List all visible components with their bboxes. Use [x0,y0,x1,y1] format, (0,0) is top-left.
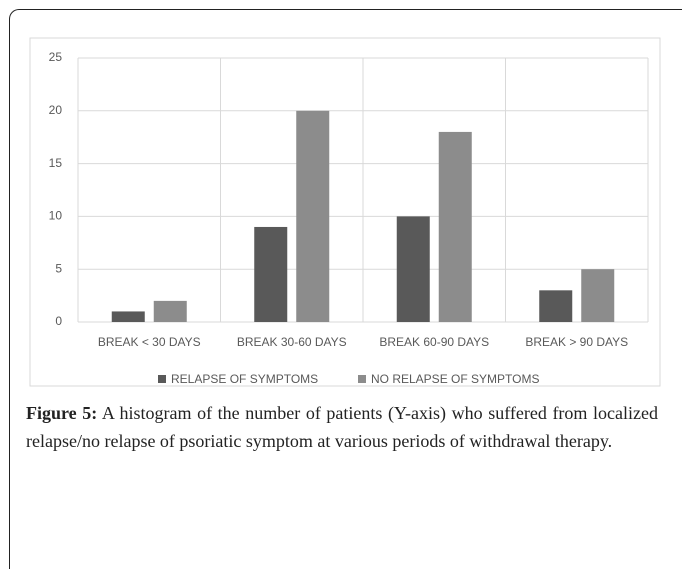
bar [254,226,288,322]
y-tick-label: 0 [55,314,62,328]
bar [111,311,145,322]
bar [581,269,615,322]
bar [438,131,472,322]
x-tick-label: BREAK < 30 DAYS [98,335,201,349]
y-tick-label: 20 [49,103,63,117]
chart-box [29,37,661,387]
frame [9,9,682,569]
legend-label: NO RELAPSE OF SYMPTOMS [371,372,539,386]
x-tick-label: BREAK 60-90 DAYS [379,335,489,349]
legend-label: RELAPSE OF SYMPTOMS [171,372,318,386]
caption: Figure 5: A histogram of the number of p… [26,399,658,455]
x-tick-label: BREAK > 90 DAYS [525,335,628,349]
y-tick-label: 25 [49,50,63,64]
bar [539,290,573,322]
y-tick-label: 10 [49,209,63,223]
y-tick-label: 15 [49,156,63,170]
bar [153,300,187,322]
bar [296,110,330,322]
legend-swatch [358,375,366,383]
caption-label: Figure 5: [26,403,98,423]
caption-text: A histogram of the number of patients (Y… [26,403,658,451]
chart: 0 5 10 15 20 25 BREAK < 30 DAYS BREAK 30-60 DAY… [29,37,661,387]
legend-swatch [158,375,166,383]
x-tick-label: BREAK 30-60 DAYS [237,335,347,349]
page: 0 5 10 15 20 25 BREAK < 30 DAYS BREAK 30-60 DAY… [9,9,682,569]
y-tick-label: 5 [55,261,62,275]
bar [396,216,430,322]
